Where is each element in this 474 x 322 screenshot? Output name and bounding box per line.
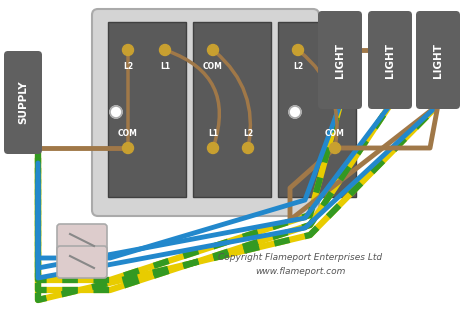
Text: LIGHT: LIGHT (385, 43, 395, 78)
FancyBboxPatch shape (4, 51, 42, 154)
Text: SUPPLY: SUPPLY (18, 80, 28, 124)
Circle shape (110, 106, 122, 118)
Circle shape (329, 44, 340, 55)
Circle shape (329, 143, 340, 154)
Text: L1: L1 (160, 62, 170, 71)
Circle shape (122, 44, 134, 55)
Text: LIGHT: LIGHT (335, 43, 345, 78)
Circle shape (159, 44, 171, 55)
FancyBboxPatch shape (57, 246, 107, 278)
Text: L2: L2 (243, 129, 253, 138)
Text: COM: COM (203, 62, 223, 71)
Circle shape (122, 143, 134, 154)
Bar (108, 22, 186, 197)
FancyBboxPatch shape (416, 11, 460, 109)
Text: Copyright Flameport Enterprises Ltd: Copyright Flameport Enterprises Ltd (218, 253, 382, 262)
Text: L1: L1 (208, 129, 218, 138)
Text: COM: COM (118, 129, 138, 138)
Bar (278, 22, 356, 197)
Circle shape (289, 106, 301, 118)
Text: L2: L2 (293, 62, 303, 71)
FancyBboxPatch shape (368, 11, 412, 109)
FancyBboxPatch shape (92, 9, 319, 216)
FancyBboxPatch shape (318, 11, 362, 109)
Text: L2: L2 (123, 62, 133, 71)
Text: www.flameport.com: www.flameport.com (255, 268, 345, 277)
Text: L: L (333, 62, 337, 71)
Bar (193, 22, 271, 197)
Text: LIGHT: LIGHT (433, 43, 443, 78)
Circle shape (243, 143, 254, 154)
FancyBboxPatch shape (57, 224, 107, 256)
Circle shape (292, 44, 303, 55)
Circle shape (208, 143, 219, 154)
Text: COM: COM (325, 129, 345, 138)
Circle shape (208, 44, 219, 55)
